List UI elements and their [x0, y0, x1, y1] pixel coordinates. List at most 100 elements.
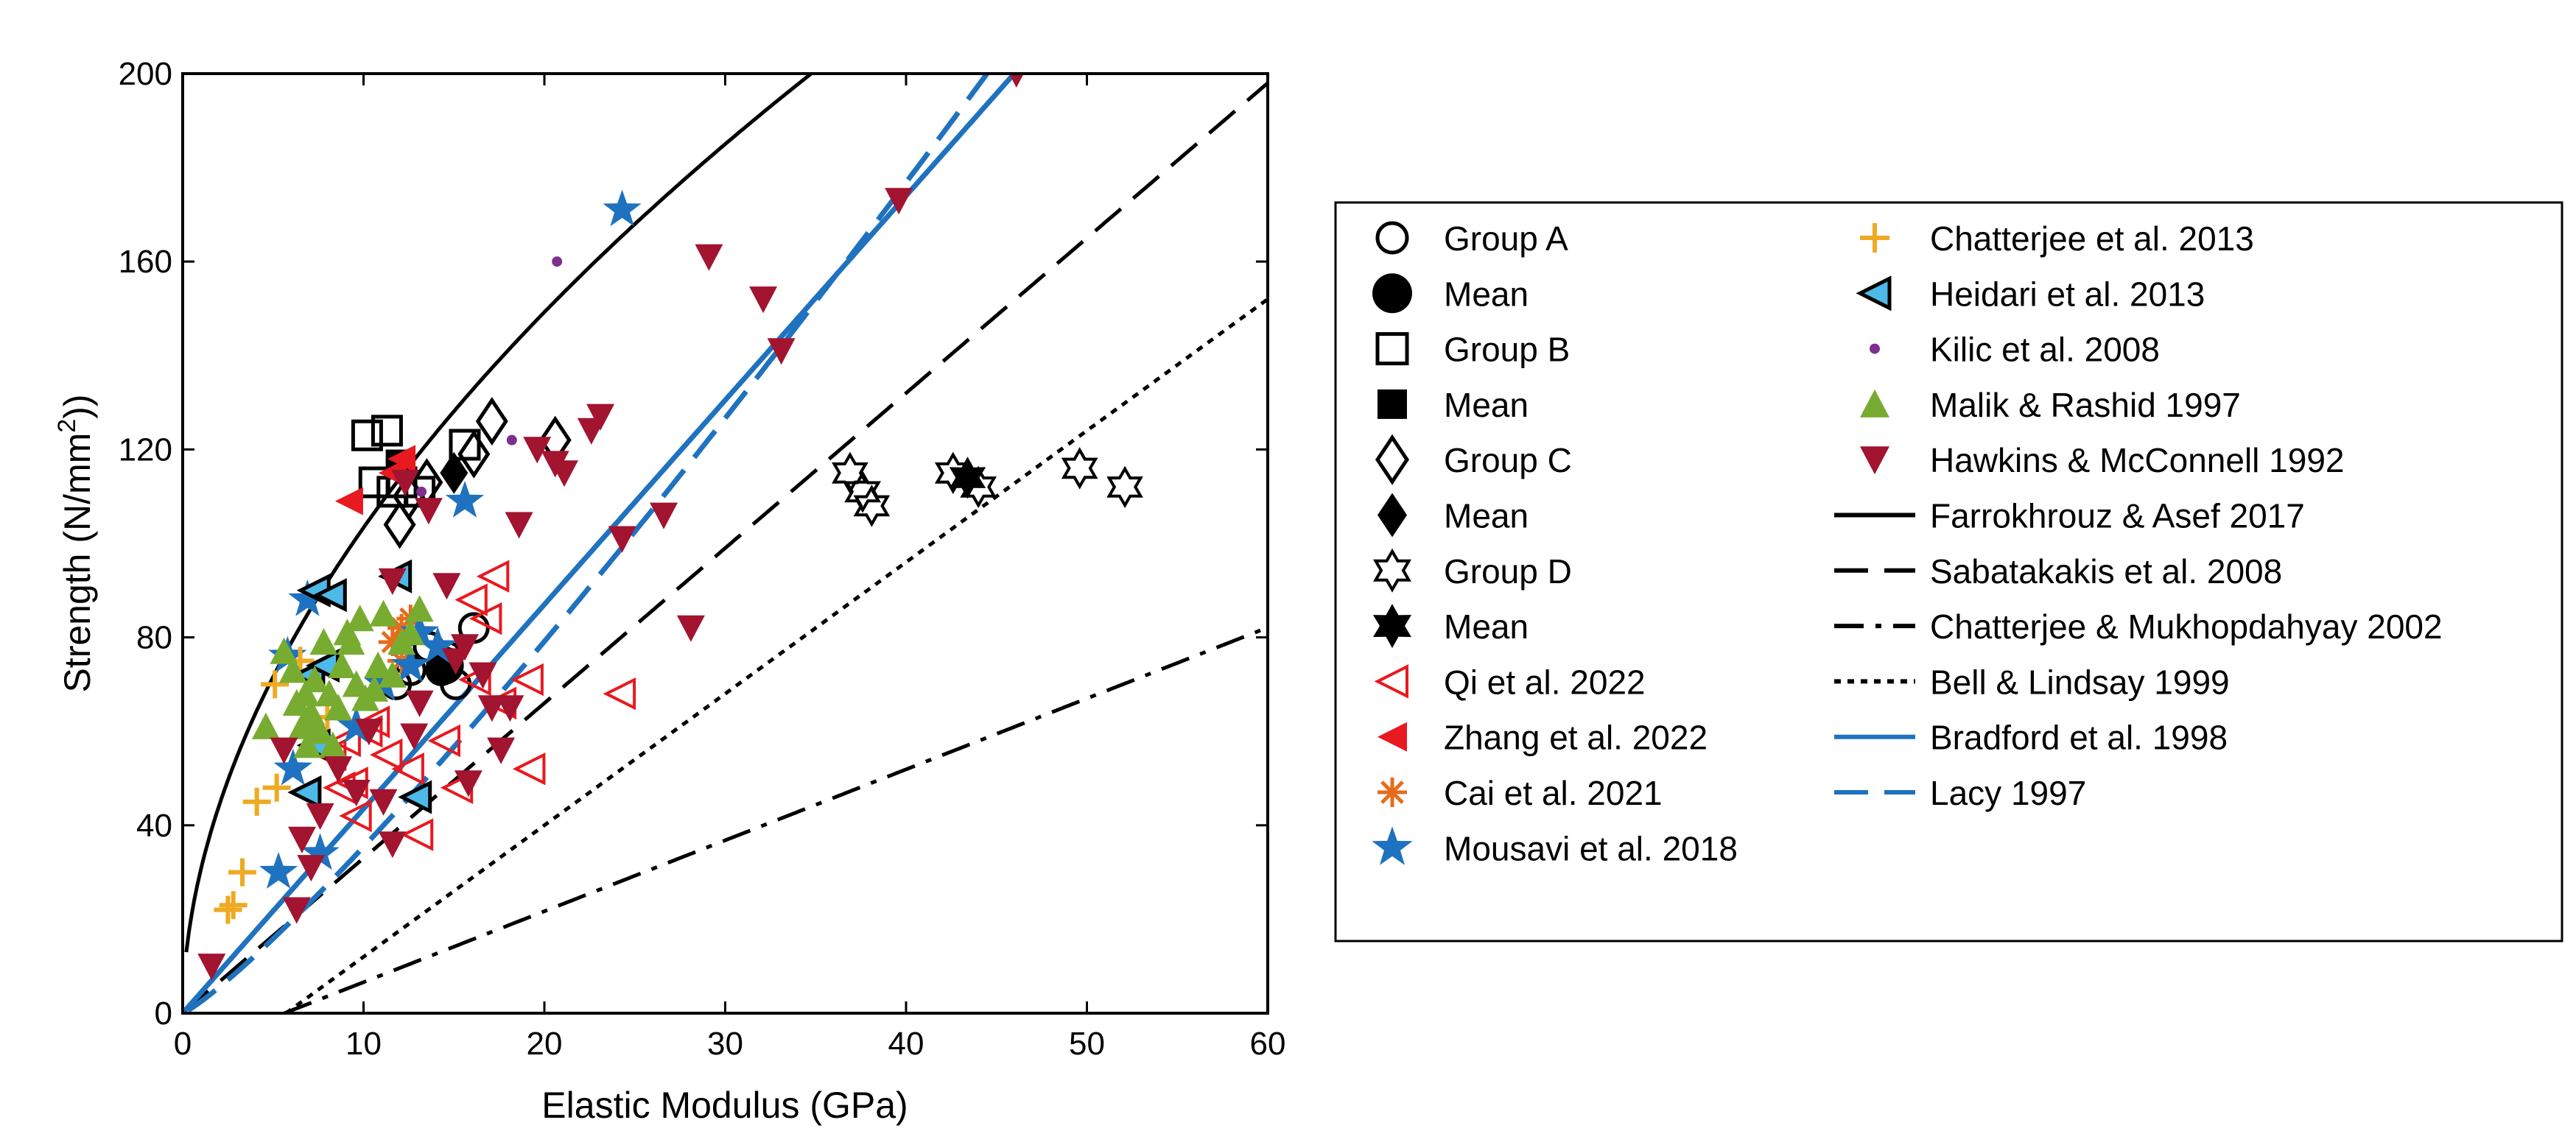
- point-malik-and-rashid-1997-15-2: [278, 656, 307, 683]
- legend-marker-mean-3: [1378, 389, 1407, 419]
- point-heidari-et-al-2013-13-5: [398, 780, 432, 814]
- point-chatterjee-et-al-2013-12-5: [261, 670, 289, 699]
- point-hawkins-and-mcconnell-1992-16-3: [342, 780, 371, 807]
- point-hawkins-and-mcconnell-1992-16-9: [432, 573, 461, 600]
- point-hawkins-and-mcconnell-1992-16-29: [306, 803, 334, 830]
- legend-marker-malik-and-rashid-1997: [1860, 389, 1889, 418]
- point-mean-7-0: [949, 457, 986, 499]
- legend-marker-cai-et-al-2021-10: [1378, 778, 1407, 807]
- point-hawkins-and-mcconnell-1992-16-34: [405, 690, 434, 717]
- x-tick-label-6: 60: [1250, 1026, 1286, 1062]
- point-hawkins-and-mcconnell-1992-16-24: [695, 244, 723, 271]
- legend-marker-group-b-2: [1375, 332, 1409, 366]
- point-hawkins-and-mcconnell-1992-16-21: [608, 526, 636, 553]
- point-kilic-et-al-2008-14-0: [552, 256, 563, 267]
- point-qi-et-al-2022-8-4: [369, 738, 403, 772]
- legend-label-mousavi-et-al-2018-11: Mousavi et al. 2018: [1444, 829, 1738, 867]
- point-qi-et-al-2022-8-11: [510, 663, 544, 697]
- legend-marker-mean-1: [1372, 273, 1412, 314]
- point-hawkins-and-mcconnell-1992-16-31: [270, 737, 298, 764]
- legend-label-mean-3: Mean: [1444, 386, 1529, 424]
- line-bradford-et-al-1998: [183, 74, 1018, 1013]
- y-tick-label-3: 120: [119, 431, 172, 468]
- point-mousavi-et-al-2018-11-2: [400, 612, 439, 649]
- point-malik-and-rashid-1997-15-7: [301, 666, 329, 693]
- point-hawkins-and-mcconnell-1992-16-2: [297, 855, 326, 882]
- point-group-c-4-0: [475, 397, 508, 446]
- legend-label-group-d-6: Group D: [1444, 552, 1572, 591]
- point-mousavi-et-al-2018-11-10: [391, 645, 430, 683]
- point-qi-et-al-2022-8-16: [400, 818, 434, 851]
- legend-label-mean-5: Mean: [1444, 497, 1529, 535]
- point-malik-and-rashid-1997-15-1: [270, 637, 298, 664]
- legend-label-mean-7: Mean: [1444, 607, 1529, 646]
- legend-label-heidari-et-al-2013: Heidari et al. 2013: [1930, 275, 2205, 313]
- point-hawkins-and-mcconnell-1992-16-36: [487, 737, 516, 764]
- legend-marker-mean-7: [1373, 604, 1411, 649]
- legend-label-sabatakakis-et-al-2008: Sabatakakis et al. 2008: [1930, 552, 2282, 591]
- x-tick-label-5: 50: [1069, 1026, 1105, 1062]
- point-malik-and-rashid-1997-15-17: [345, 605, 374, 632]
- point-malik-and-rashid-1997-15-24: [396, 619, 425, 646]
- legend-label-bell-and-lindsay-1999: Bell & Lindsay 1999: [1930, 663, 2230, 701]
- point-kilic-et-al-2008-14-1: [506, 434, 517, 445]
- legend-marker-chatterjee-et-al-2013: [1860, 223, 1889, 253]
- point-hawkins-and-mcconnell-1992-16-33: [378, 831, 407, 859]
- point-hawkins-and-mcconnell-1992-16-0: [197, 954, 226, 981]
- point-mousavi-et-al-2018-11-1: [445, 481, 485, 518]
- legend-label-group-a-0: Group A: [1444, 219, 1568, 258]
- point-mousavi-et-al-2018-11-11: [418, 626, 457, 663]
- x-tick-label-4: 40: [888, 1026, 924, 1062]
- point-group-d-6-0: [832, 451, 868, 495]
- point-hawkins-and-mcconnell-1992-16-13: [477, 695, 506, 722]
- point-hawkins-and-mcconnell-1992-16-27: [885, 188, 913, 215]
- point-malik-and-rashid-1997-15-12: [324, 694, 353, 721]
- line-sabatakakis-et-al-2008: [183, 81, 1268, 1013]
- data-points: [197, 74, 1143, 981]
- point-hawkins-and-mcconnell-1992-16-11: [454, 770, 482, 797]
- point-hawkins-and-mcconnell-1992-16-4: [354, 719, 383, 746]
- point-malik-and-rashid-1997-15-26: [293, 731, 322, 758]
- point-group-d-6-1: [844, 471, 881, 513]
- legend-label-kilic-et-al-2008: Kilic et al. 2008: [1930, 331, 2160, 369]
- legend-label-hawkins-and-mcconnell-1992: Hawkins & McConnell 1992: [1930, 441, 2345, 479]
- x-tick-label-1: 10: [345, 1026, 382, 1062]
- fit-lines: [183, 74, 1268, 1013]
- point-malik-and-rashid-1997-15-27: [298, 708, 327, 735]
- legend-label-chatterjee-and-mukhopdahyay-2002: Chatterjee & Mukhopdahyay 2002: [1930, 607, 2443, 646]
- point-mousavi-et-al-2018-11-0: [603, 189, 642, 227]
- legend-marker-qi-et-al-2022-8: [1374, 664, 1408, 699]
- legend-label-qi-et-al-2022-8: Qi et al. 2022: [1444, 663, 1646, 701]
- point-hawkins-and-mcconnell-1992-16-30: [288, 826, 316, 853]
- legend-label-farrokhrouz-and-asef-2017: Farrokhrouz & Asef 2017: [1930, 497, 2305, 535]
- point-group-c-4-5: [457, 429, 491, 479]
- x-tick-label-0: 0: [174, 1026, 192, 1062]
- point-chatterjee-et-al-2013-12-1: [219, 891, 248, 920]
- y-tick-label-1: 40: [136, 808, 172, 844]
- point-hawkins-and-mcconnell-1992-16-14: [496, 695, 524, 722]
- point-hawkins-and-mcconnell-1992-16-6: [391, 470, 419, 497]
- point-mousavi-et-al-2018-11-6: [337, 706, 376, 744]
- legend: Group A Mean Group B Mean Group C Mean Group D…: [1372, 219, 2443, 867]
- legend-label-malik-and-rashid-1997: Malik & Rashid 1997: [1930, 386, 2241, 424]
- point-hawkins-and-mcconnell-1992-16-8: [414, 498, 443, 525]
- legend-label-zhang-et-al-2022-9: Zhang et al. 2022: [1444, 719, 1708, 757]
- point-hawkins-and-mcconnell-1992-16-15: [505, 512, 533, 539]
- point-malik-and-rashid-1997-15-9: [309, 628, 338, 655]
- x-axis-label: Elastic Modulus (GPa): [541, 1085, 908, 1126]
- legend-label-chatterjee-et-al-2013: Chatterjee et al. 2013: [1930, 219, 2254, 258]
- point-hawkins-and-mcconnell-1992-16-28: [1008, 74, 1024, 88]
- point-malik-and-rashid-1997-15-5: [291, 680, 320, 707]
- legend-box: [1334, 201, 2563, 943]
- point-hawkins-and-mcconnell-1992-16-5: [378, 568, 407, 595]
- point-zhang-et-al-2022-9-2: [387, 445, 416, 473]
- legend-marker-mousavi-et-al-2018-11: [1372, 826, 1413, 865]
- point-malik-and-rashid-1997-15-20: [364, 651, 393, 678]
- point-malik-and-rashid-1997-15-19: [360, 674, 389, 702]
- x-tick-label-2: 20: [527, 1026, 563, 1062]
- legend-marker-hawkins-and-mcconnell-1992: [1860, 446, 1889, 475]
- point-hawkins-and-mcconnell-1992-16-16: [523, 437, 552, 464]
- legend-marker-group-a-0: [1375, 221, 1409, 255]
- point-mousavi-et-al-2018-11-9: [288, 579, 327, 616]
